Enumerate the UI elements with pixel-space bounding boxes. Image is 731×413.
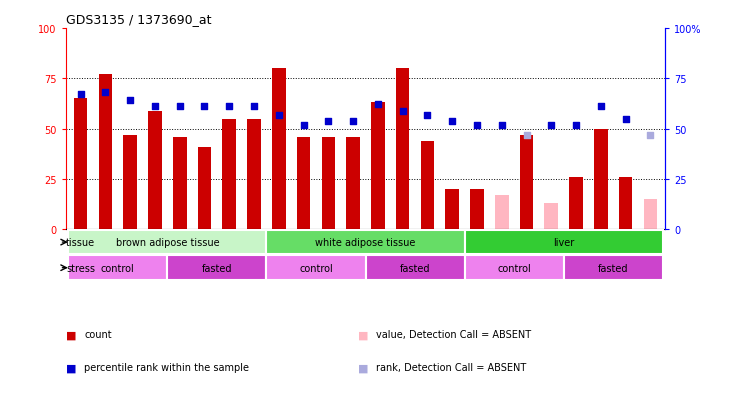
Bar — [266, 256, 366, 280]
Bar — [297, 138, 311, 230]
Point — [124, 98, 136, 104]
Bar — [366, 256, 465, 280]
Bar — [643, 199, 657, 230]
Point — [645, 132, 656, 139]
Text: fasted: fasted — [598, 263, 629, 273]
Bar — [124, 135, 137, 230]
Bar — [465, 256, 564, 280]
Point — [298, 122, 309, 128]
Bar — [68, 256, 167, 280]
Bar — [346, 138, 360, 230]
Bar — [247, 119, 261, 230]
Text: ■: ■ — [358, 330, 368, 339]
Text: ■: ■ — [358, 363, 368, 373]
Bar — [173, 138, 186, 230]
Bar — [545, 204, 558, 230]
Point — [620, 116, 632, 123]
Bar — [322, 138, 335, 230]
Bar — [99, 75, 113, 230]
Point — [224, 104, 235, 111]
Point — [447, 118, 458, 125]
Text: rank, Detection Call = ABSENT: rank, Detection Call = ABSENT — [376, 363, 527, 373]
Bar — [68, 230, 266, 255]
Bar — [396, 69, 409, 230]
Text: GDS3135 / 1373690_at: GDS3135 / 1373690_at — [66, 13, 211, 26]
Point — [75, 92, 86, 98]
Bar — [569, 178, 583, 230]
Text: ■: ■ — [66, 363, 76, 373]
Bar — [470, 190, 484, 230]
Text: fasted: fasted — [400, 263, 431, 273]
Point — [471, 122, 482, 128]
Bar — [564, 256, 663, 280]
Bar — [148, 111, 162, 230]
Bar — [420, 141, 434, 230]
Point — [249, 104, 260, 111]
Point — [149, 104, 161, 111]
Bar — [266, 230, 465, 255]
Text: percentile rank within the sample: percentile rank within the sample — [84, 363, 249, 373]
Text: white adipose tissue: white adipose tissue — [315, 237, 416, 247]
Point — [422, 112, 433, 119]
Point — [496, 122, 507, 128]
Bar — [167, 256, 266, 280]
Bar — [594, 129, 607, 230]
Bar — [371, 103, 385, 230]
Text: value, Detection Call = ABSENT: value, Detection Call = ABSENT — [376, 330, 531, 339]
Bar — [465, 230, 663, 255]
Text: control: control — [101, 263, 135, 273]
Text: tissue: tissue — [66, 237, 95, 247]
Text: liver: liver — [553, 237, 575, 247]
Point — [273, 112, 284, 119]
Text: ■: ■ — [66, 330, 76, 339]
Point — [199, 104, 211, 111]
Bar — [520, 135, 534, 230]
Bar — [197, 147, 211, 230]
Point — [174, 104, 186, 111]
Bar — [618, 178, 632, 230]
Text: stress: stress — [66, 263, 95, 273]
Bar — [445, 190, 459, 230]
Text: control: control — [497, 263, 531, 273]
Point — [347, 118, 359, 125]
Point — [322, 118, 334, 125]
Text: count: count — [84, 330, 112, 339]
Point — [99, 90, 111, 97]
Point — [545, 122, 557, 128]
Point — [570, 122, 582, 128]
Point — [520, 132, 532, 139]
Bar — [74, 99, 88, 230]
Text: control: control — [299, 263, 333, 273]
Bar — [495, 196, 509, 230]
Bar — [272, 69, 286, 230]
Point — [397, 108, 409, 114]
Text: brown adipose tissue: brown adipose tissue — [115, 237, 219, 247]
Point — [372, 102, 384, 109]
Bar — [222, 119, 236, 230]
Text: fasted: fasted — [202, 263, 232, 273]
Point — [595, 104, 607, 111]
